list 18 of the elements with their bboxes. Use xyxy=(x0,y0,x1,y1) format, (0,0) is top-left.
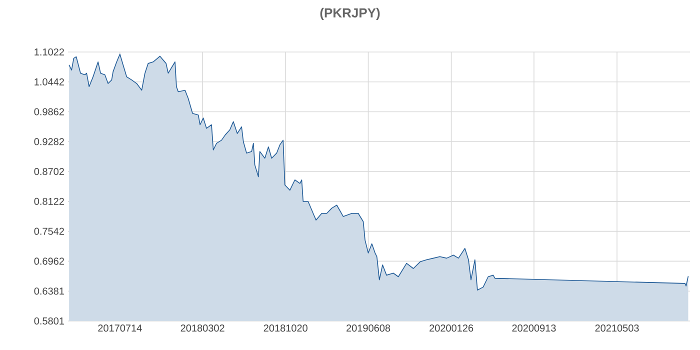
x-tick-label: 20190608 xyxy=(346,324,390,332)
y-tick-label: 0.5801 xyxy=(34,317,64,325)
x-tick-label: 20210503 xyxy=(595,324,639,332)
x-tick-label: 20180302 xyxy=(180,324,224,332)
y-tick-label: 0.8702 xyxy=(34,168,64,176)
x-tick-label: 20181020 xyxy=(264,324,308,332)
y-tick-label: 0.9862 xyxy=(34,108,64,116)
chart-title: (PKRJPY) xyxy=(320,8,380,20)
y-tick-label: 1.1022 xyxy=(34,48,64,56)
y-tick-label: 0.9282 xyxy=(34,138,64,146)
y-tick-label: 0.8122 xyxy=(34,198,64,205)
y-tick-label: 0.7542 xyxy=(34,228,64,235)
y-tick-label: 1.0442 xyxy=(34,78,64,86)
x-tick-label: 20170714 xyxy=(98,324,142,332)
x-tick-label: 20200913 xyxy=(512,324,556,332)
y-tick-label: 0.6962 xyxy=(34,258,64,265)
y-tick-label: 0.6381 xyxy=(34,288,64,295)
x-tick-label: 20200126 xyxy=(430,324,474,332)
